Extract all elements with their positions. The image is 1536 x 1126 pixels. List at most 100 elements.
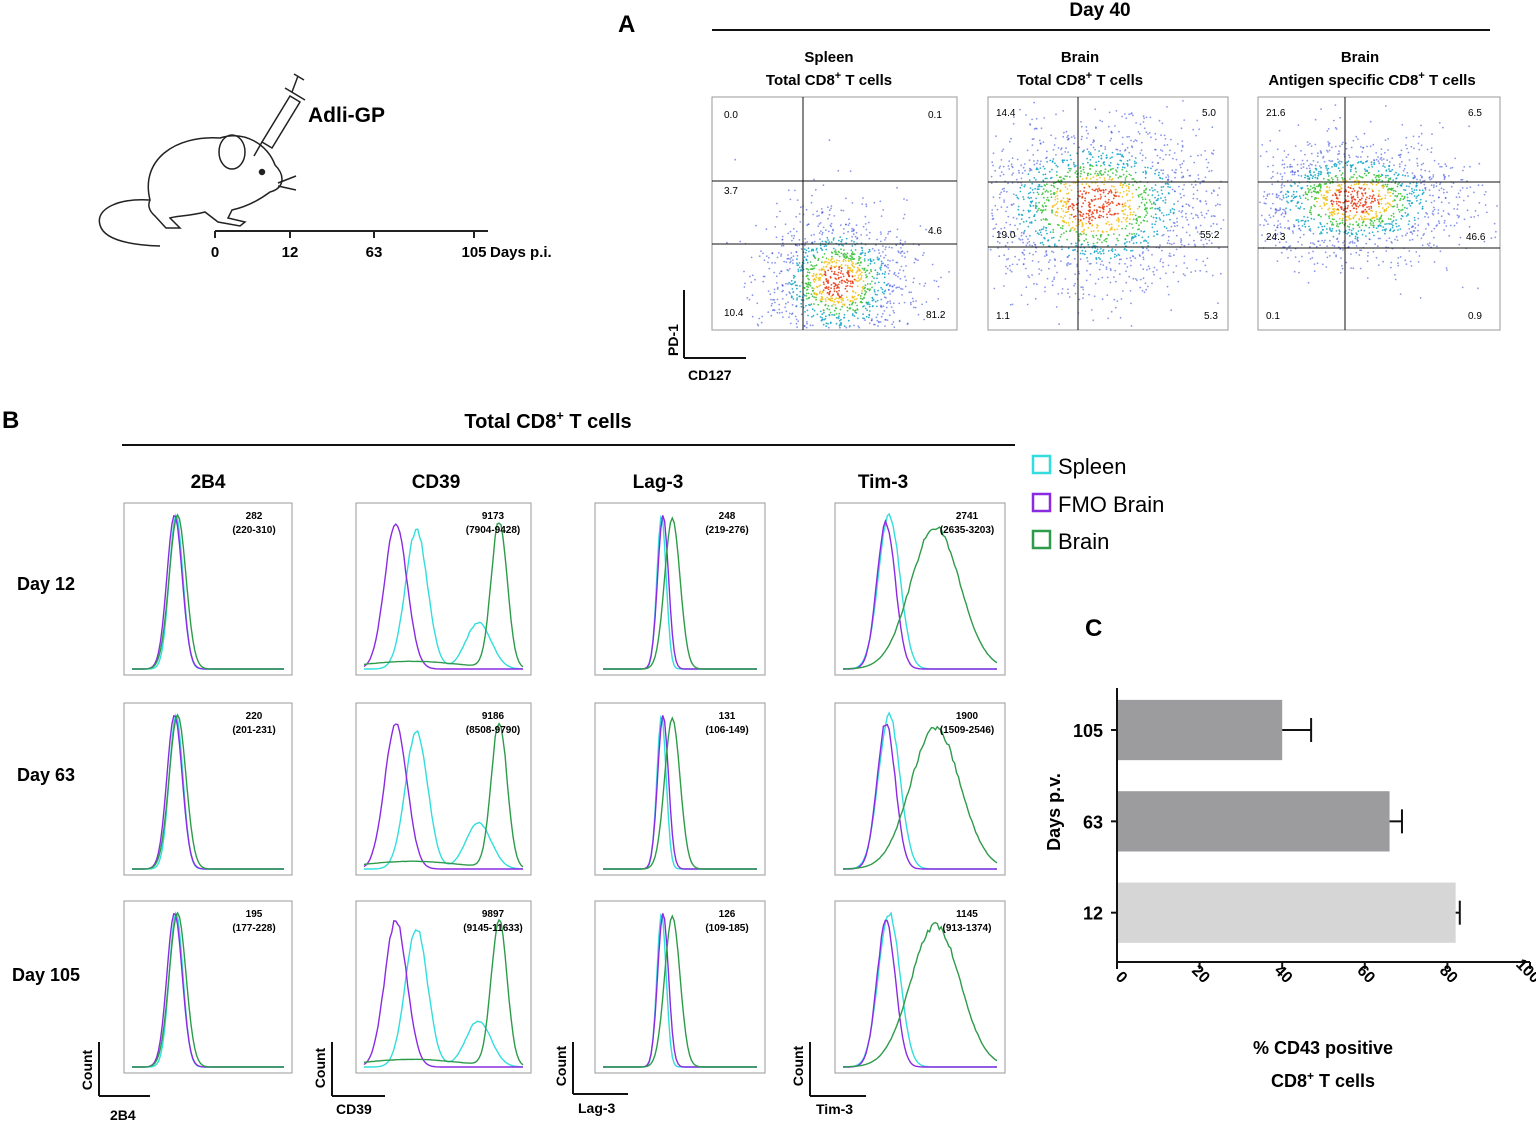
event-dot bbox=[1094, 282, 1097, 285]
event-dot bbox=[1292, 190, 1295, 193]
event-dot bbox=[1218, 247, 1220, 250]
event-dot bbox=[891, 285, 894, 288]
event-dot bbox=[1081, 135, 1083, 138]
event-dot bbox=[1161, 122, 1164, 125]
event-dot bbox=[1331, 205, 1334, 208]
event-dot bbox=[789, 260, 792, 263]
event-dot bbox=[824, 298, 827, 301]
event-dot bbox=[1042, 192, 1044, 195]
event-dot bbox=[1327, 175, 1330, 177]
event-dot bbox=[776, 202, 778, 205]
event-dot bbox=[1298, 228, 1301, 230]
event-dot bbox=[792, 282, 794, 285]
event-dot bbox=[924, 282, 927, 285]
event-dot bbox=[790, 296, 793, 299]
event-dot bbox=[792, 277, 795, 279]
event-dot bbox=[820, 269, 823, 272]
event-dot bbox=[1300, 163, 1303, 166]
event-dot bbox=[1329, 239, 1331, 242]
event-dot bbox=[815, 298, 817, 301]
event-dot bbox=[1032, 205, 1035, 207]
event-dot bbox=[1040, 211, 1043, 214]
event-dot bbox=[1161, 234, 1164, 237]
event-dot bbox=[1157, 162, 1159, 165]
event-dot bbox=[887, 288, 890, 291]
event-dot bbox=[1134, 278, 1137, 280]
event-dot bbox=[1462, 199, 1465, 202]
event-dot bbox=[1024, 169, 1026, 172]
event-dot bbox=[1068, 254, 1070, 257]
event-dot bbox=[1052, 182, 1055, 185]
event-dot bbox=[1378, 189, 1380, 192]
event-dot bbox=[1098, 170, 1101, 173]
event-dot bbox=[1173, 208, 1176, 211]
event-dot bbox=[1430, 147, 1433, 150]
event-dot bbox=[1330, 211, 1332, 214]
event-dot bbox=[817, 259, 820, 262]
event-dot bbox=[1060, 233, 1063, 236]
event-dot bbox=[1317, 152, 1319, 155]
event-dot bbox=[838, 324, 841, 327]
event-dot bbox=[1054, 214, 1057, 216]
histogram-curve-brain bbox=[363, 722, 524, 868]
timeline-tick: 12 bbox=[282, 244, 299, 261]
event-dot bbox=[1326, 169, 1329, 171]
event-dot bbox=[1422, 162, 1425, 165]
event-dot bbox=[848, 218, 850, 221]
event-dot bbox=[1074, 227, 1076, 230]
x-tick-label: 40 bbox=[1271, 962, 1296, 987]
event-dot bbox=[1152, 270, 1155, 273]
event-dot bbox=[1110, 178, 1113, 181]
event-dot bbox=[1147, 249, 1150, 252]
event-dot bbox=[846, 309, 849, 312]
event-dot bbox=[1002, 173, 1005, 176]
quadrant-mr: 46.6 bbox=[1466, 232, 1486, 243]
event-dot bbox=[1210, 225, 1212, 228]
event-dot bbox=[1145, 240, 1148, 243]
event-dot bbox=[1336, 203, 1338, 205]
event-dot bbox=[1122, 155, 1125, 158]
event-dot bbox=[1104, 171, 1106, 174]
event-dot bbox=[862, 197, 864, 199]
event-dot bbox=[1080, 121, 1082, 123]
event-dot bbox=[1342, 213, 1345, 216]
event-dot bbox=[1361, 218, 1364, 221]
event-dot bbox=[1117, 217, 1120, 220]
event-dot bbox=[1045, 189, 1048, 192]
event-dot bbox=[1431, 133, 1433, 136]
event-dot bbox=[1125, 249, 1128, 252]
event-dot bbox=[1318, 165, 1321, 167]
event-dot bbox=[1106, 202, 1108, 205]
event-dot bbox=[1064, 175, 1067, 178]
histogram-frame bbox=[594, 702, 766, 876]
event-dot bbox=[1018, 237, 1020, 240]
event-dot bbox=[1381, 180, 1384, 182]
event-dot bbox=[1294, 171, 1297, 174]
event-dot bbox=[1328, 207, 1331, 210]
event-dot bbox=[1416, 184, 1418, 187]
event-dot bbox=[855, 271, 858, 274]
event-dot bbox=[813, 280, 816, 283]
event-dot bbox=[1440, 215, 1443, 218]
event-dot bbox=[1474, 210, 1477, 212]
event-dot bbox=[1080, 125, 1083, 128]
event-dot bbox=[1408, 250, 1411, 252]
x-tick-label: 80 bbox=[1436, 962, 1461, 987]
event-dot bbox=[1169, 149, 1171, 152]
event-dot bbox=[1353, 242, 1356, 244]
marker-axis-label: CD39 bbox=[336, 1101, 372, 1117]
event-dot bbox=[1374, 199, 1376, 202]
event-dot bbox=[1067, 247, 1070, 250]
event-dot bbox=[1266, 193, 1269, 196]
event-dot bbox=[1212, 189, 1215, 192]
event-dot bbox=[805, 249, 808, 252]
event-dot bbox=[1113, 276, 1115, 278]
event-dot bbox=[1167, 185, 1169, 188]
event-dot bbox=[1199, 269, 1202, 272]
event-dot bbox=[1141, 289, 1144, 292]
event-dot bbox=[823, 269, 826, 272]
event-dot bbox=[892, 302, 895, 305]
event-dot bbox=[1148, 189, 1151, 191]
event-dot bbox=[993, 287, 996, 290]
event-dot bbox=[1143, 127, 1146, 130]
